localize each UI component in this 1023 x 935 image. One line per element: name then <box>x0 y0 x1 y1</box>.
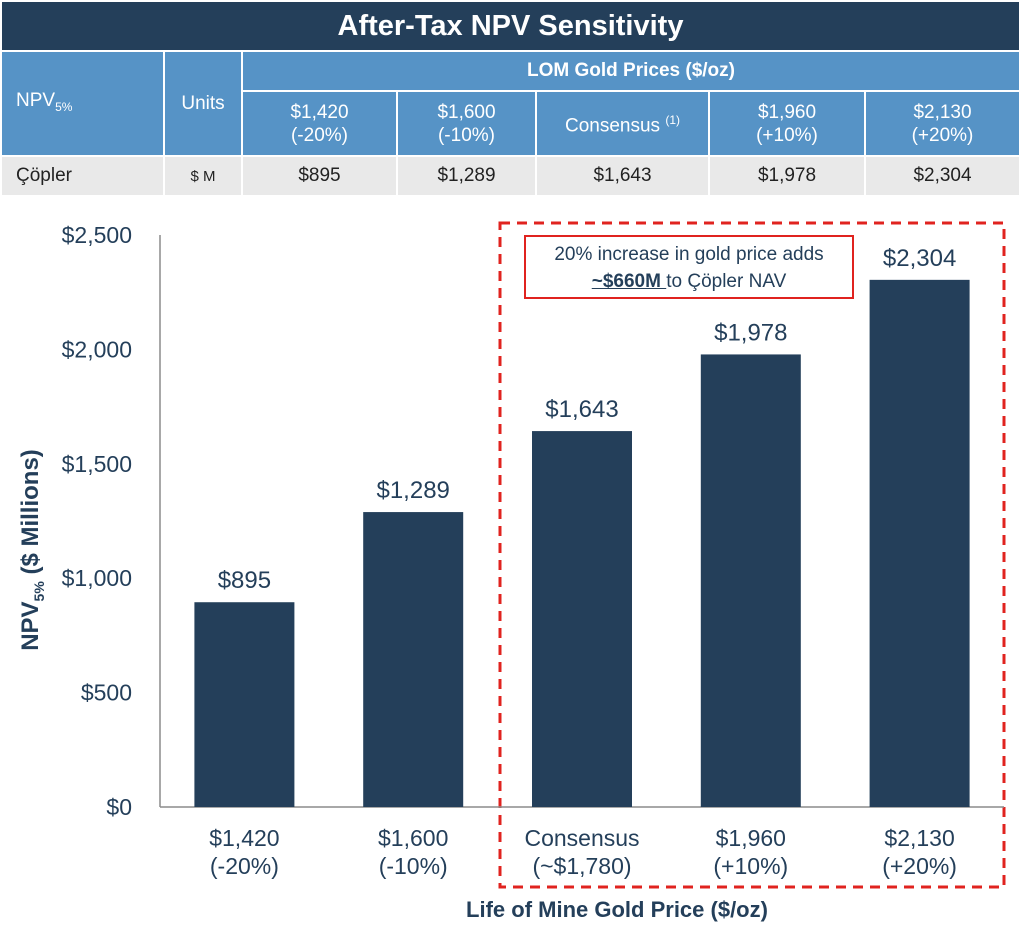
y-tick-label: $2,500 <box>62 222 132 248</box>
page-title: After-Tax NPV Sensitivity <box>2 2 1019 50</box>
y-tick-label: $0 <box>106 794 132 820</box>
units-header-label: Units <box>181 93 225 114</box>
bar-value-label: $895 <box>218 567 271 594</box>
bar <box>869 279 970 807</box>
x-tick-sublabel: (+20%) <box>882 853 957 879</box>
price-col-header-2: $1,600 (-10%) <box>398 92 535 155</box>
x-tick-label: $1,420 <box>209 825 279 851</box>
x-tick-label: Consensus <box>524 825 639 851</box>
bar-value-label: $1,289 <box>376 477 449 504</box>
row-units: $ M <box>190 167 216 185</box>
bar-value-label: $1,978 <box>714 319 787 346</box>
row-value-1: $895 <box>243 157 396 195</box>
price-col-header-consensus: Consensus (1) <box>537 92 708 155</box>
callout-line1: 20% increase in gold price adds <box>554 244 824 265</box>
callout-highlight: ~$660M <box>591 271 667 292</box>
row-name: Çöpler <box>16 165 72 186</box>
price-col-header-4: $1,960 (+10%) <box>710 92 864 155</box>
row-value-5: $2,304 <box>866 157 1019 195</box>
row-value-2: $1,289 <box>398 157 535 195</box>
lom-gold-prices-header: LOM Gold Prices ($/oz) <box>243 52 1019 90</box>
x-tick-sublabel: (-20%) <box>210 853 279 879</box>
bar-value-label: $1,643 <box>545 396 618 423</box>
x-tick-label: $1,600 <box>378 825 448 851</box>
x-tick-sublabel: (~$1,780) <box>532 853 631 879</box>
bar <box>194 602 295 807</box>
x-tick-sublabel: (-10%) <box>379 853 448 879</box>
bar-value-label: $2,304 <box>883 245 956 272</box>
bar <box>700 354 801 807</box>
y-tick-label: $1,500 <box>62 451 132 477</box>
callout-box: 20% increase in gold price adds ~$660M t… <box>524 235 854 299</box>
x-tick-label: $2,130 <box>884 825 954 851</box>
units-header-cell: Units <box>165 52 241 155</box>
y-tick-label: $2,000 <box>62 336 132 362</box>
y-tick-label: $500 <box>81 680 132 706</box>
row-value-4: $1,978 <box>710 157 864 195</box>
bar <box>363 512 464 807</box>
bar <box>532 431 632 807</box>
price-col-header-5: $2,130 (+20%) <box>866 92 1019 155</box>
callout-line2: to Çöpler NAV <box>666 271 787 292</box>
x-tick-sublabel: (+10%) <box>713 853 788 879</box>
row-units-cell: $ M <box>165 157 241 195</box>
npv-header-label: NPV5% <box>16 89 73 114</box>
lom-gold-prices-label: LOM Gold Prices ($/oz) <box>527 60 735 81</box>
highlight-dashed-box <box>498 221 1006 889</box>
price-col-header-1: $1,420 (-20%) <box>243 92 396 155</box>
npv-header-cell: NPV5% <box>2 52 163 155</box>
x-axis-title: Life of Mine Gold Price ($/oz) <box>466 897 768 922</box>
row-name-cell: Çöpler <box>2 157 163 195</box>
y-tick-label: $1,000 <box>62 565 132 591</box>
y-axis-title: NPV5% ($ Millions) <box>17 449 47 651</box>
x-tick-label: $1,960 <box>716 825 786 851</box>
row-value-3: $1,643 <box>537 157 708 195</box>
